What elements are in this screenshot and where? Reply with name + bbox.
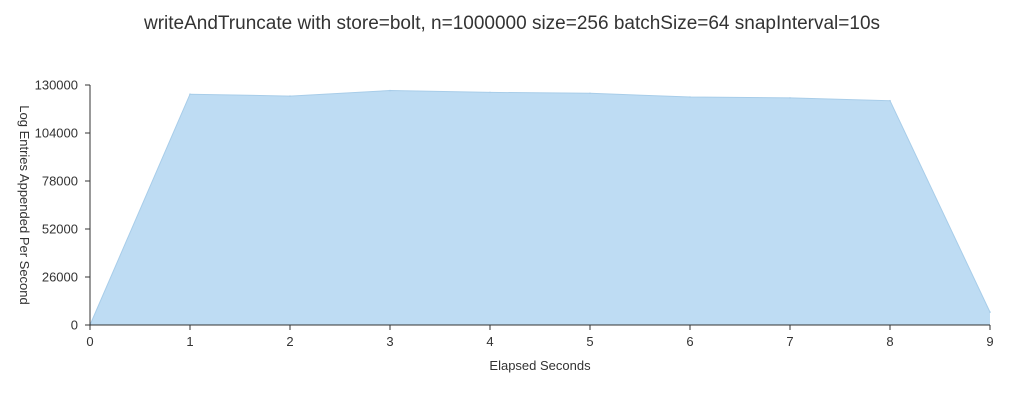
x-tick-label: 9 [986, 334, 993, 349]
x-tick-label: 3 [386, 334, 393, 349]
y-tick-label: 26000 [42, 270, 78, 285]
data-point [889, 99, 891, 102]
series-area-0 [90, 90, 990, 325]
data-point [289, 95, 291, 97]
x-tick-label: 4 [486, 334, 493, 349]
x-tick-label: 5 [586, 334, 593, 349]
y-axis-label: Log Entries Appended Per Second [17, 105, 32, 304]
data-point [189, 93, 191, 96]
data-point [989, 311, 991, 313]
x-tick-label: 1 [186, 334, 193, 349]
series-line-0 [89, 89, 991, 326]
x-tick-label: 0 [86, 334, 93, 349]
y-tick-label: 52000 [42, 222, 78, 237]
data-point [789, 97, 791, 99]
y-tick-label: 130000 [35, 78, 78, 93]
y-tick-label: 78000 [42, 174, 78, 189]
data-point [489, 91, 491, 94]
x-tick-label: 6 [686, 334, 693, 349]
x-tick-label: 7 [786, 334, 793, 349]
y-tick-label: 0 [71, 318, 78, 333]
data-point [689, 96, 691, 98]
data-point [389, 89, 391, 92]
plot-area: 0 26000 52000 78000 104000 130000 0 1 2 3 4 5 6 7 8 9 [35, 78, 994, 350]
x-axis-label: Elapsed Seconds [489, 358, 591, 373]
x-tick-label: 8 [886, 334, 893, 349]
y-tick-label: 104000 [35, 126, 78, 141]
x-tick-label: 2 [286, 334, 293, 349]
data-point [589, 92, 591, 95]
chart-title: writeAndTruncate with store=bolt, n=1000… [143, 13, 880, 34]
